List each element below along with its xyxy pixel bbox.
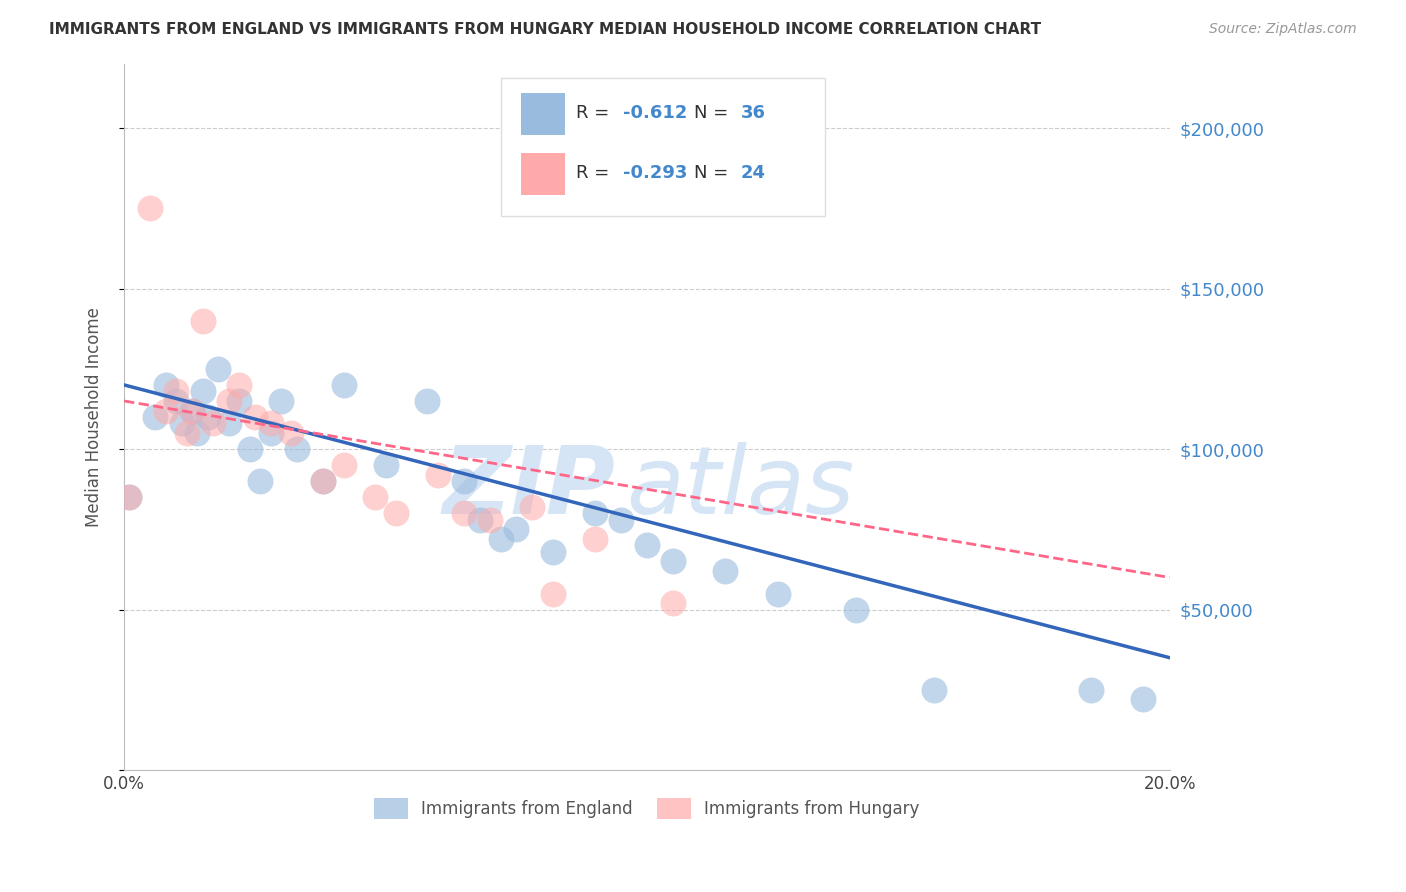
Text: Source: ZipAtlas.com: Source: ZipAtlas.com [1209, 22, 1357, 37]
Point [280, 426, 302, 441]
Point [155, 403, 177, 417]
Point [479, 513, 502, 527]
Text: -0.293: -0.293 [623, 164, 688, 183]
Text: -0.612: -0.612 [623, 104, 688, 122]
Point [249, 474, 271, 488]
Point [201, 417, 224, 431]
Point [218, 394, 240, 409]
FancyBboxPatch shape [522, 93, 565, 135]
Point [609, 513, 631, 527]
Point [118, 490, 141, 504]
Point [312, 474, 335, 488]
Text: N =: N = [695, 104, 734, 122]
Point [259, 417, 281, 431]
Point [924, 682, 946, 697]
Point [312, 474, 335, 488]
Point [714, 564, 737, 578]
Y-axis label: Median Household Income: Median Household Income [86, 307, 103, 527]
Point [176, 426, 198, 441]
Point [181, 403, 204, 417]
Point [541, 545, 564, 559]
Text: atlas: atlas [626, 442, 855, 533]
Text: N =: N = [695, 164, 734, 183]
Text: R =: R = [576, 164, 614, 183]
Point [170, 417, 193, 431]
Point [583, 506, 606, 520]
Point [191, 314, 214, 328]
Point [228, 378, 250, 392]
Point [332, 378, 354, 392]
Point [285, 442, 308, 456]
Point [636, 538, 658, 552]
Point [453, 474, 475, 488]
Point [145, 410, 167, 425]
Point [243, 410, 266, 425]
Point [197, 410, 219, 425]
Point [385, 506, 408, 520]
Point [416, 394, 439, 409]
Point [239, 442, 262, 456]
Point [228, 394, 250, 409]
Point [845, 602, 868, 616]
Point [541, 586, 564, 600]
FancyBboxPatch shape [501, 78, 824, 216]
Point [583, 532, 606, 546]
Text: R =: R = [576, 104, 614, 122]
FancyBboxPatch shape [522, 153, 565, 194]
Text: 36: 36 [741, 104, 766, 122]
Point [165, 384, 187, 399]
Point [468, 513, 491, 527]
Point [505, 522, 527, 536]
Point [426, 467, 449, 482]
Point [186, 426, 208, 441]
Legend: Immigrants from England, Immigrants from Hungary: Immigrants from England, Immigrants from… [367, 791, 927, 825]
Point [207, 362, 229, 376]
Point [155, 378, 177, 392]
Point [662, 596, 685, 610]
Point [364, 490, 387, 504]
Point [218, 417, 240, 431]
Point [662, 554, 685, 568]
Point [520, 500, 543, 514]
Text: ZIP: ZIP [443, 442, 616, 533]
Point [766, 586, 789, 600]
Point [332, 458, 354, 472]
Text: 24: 24 [741, 164, 766, 183]
Point [1132, 692, 1154, 706]
Point [165, 394, 187, 409]
Point [453, 506, 475, 520]
Point [181, 403, 204, 417]
Point [118, 490, 141, 504]
Point [191, 384, 214, 399]
Point [259, 426, 281, 441]
Point [270, 394, 292, 409]
Point [1080, 682, 1102, 697]
Point [489, 532, 512, 546]
Point [374, 458, 396, 472]
Point [139, 202, 162, 216]
Text: IMMIGRANTS FROM ENGLAND VS IMMIGRANTS FROM HUNGARY MEDIAN HOUSEHOLD INCOME CORRE: IMMIGRANTS FROM ENGLAND VS IMMIGRANTS FR… [49, 22, 1042, 37]
